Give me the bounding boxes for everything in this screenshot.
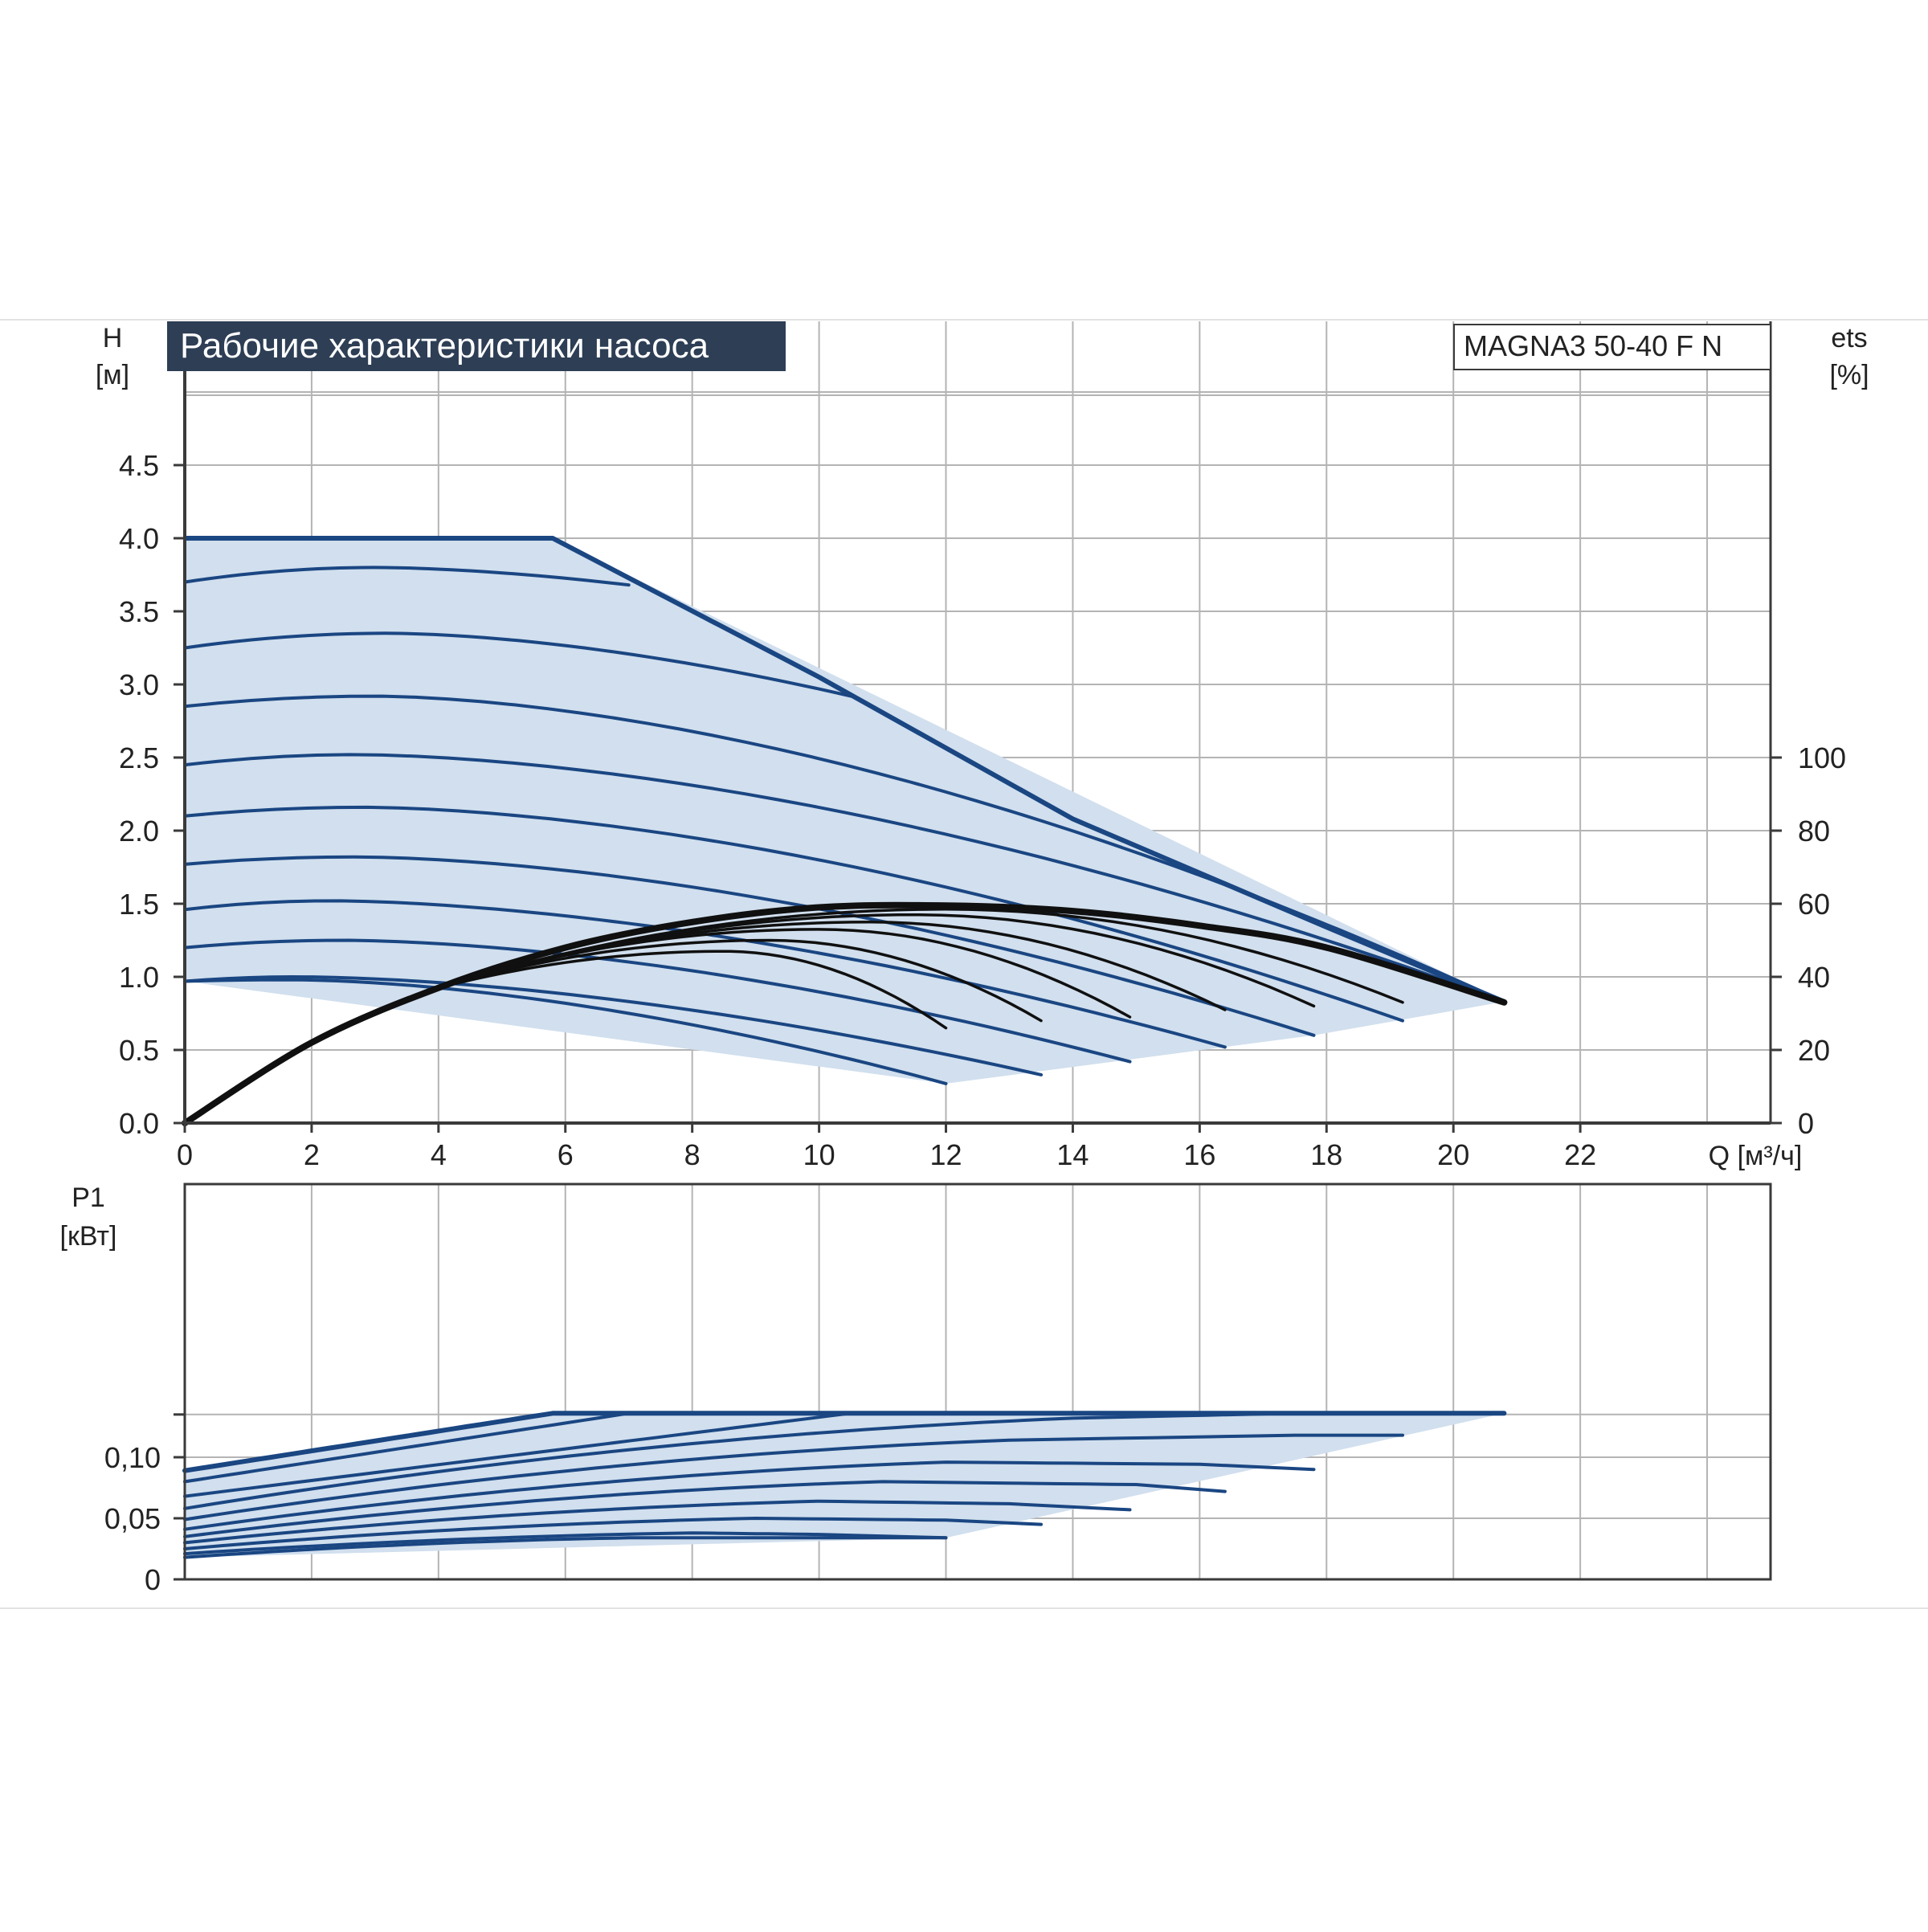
x-tick-label: 2 <box>304 1138 320 1171</box>
head-y-tick-label: 2.0 <box>119 815 159 848</box>
head-y-tick-label: 0.5 <box>119 1034 159 1067</box>
x-tick-label: 20 <box>1437 1138 1469 1171</box>
efficiency-axis-unit: [%] <box>1829 360 1869 390</box>
head-curve-4 <box>183 753 1506 1003</box>
power-curve-11 <box>183 1536 948 1559</box>
power-curve-10 <box>183 1531 948 1556</box>
power-envelope-area <box>185 1413 1505 1558</box>
head-y-tick-label: 0.0 <box>119 1107 159 1140</box>
x-tick-label: 6 <box>558 1138 574 1171</box>
power-curve-3 <box>183 1411 1506 1498</box>
x-tick-label: 8 <box>684 1138 701 1171</box>
power-curve-6 <box>183 1460 1316 1531</box>
x-tick-label: 10 <box>803 1138 835 1171</box>
plot-frames <box>183 321 1772 1581</box>
head-curve-1 <box>183 566 631 587</box>
efficiency-y-tick-label: 0 <box>1798 1107 1814 1140</box>
efficiency-axis-label: ets <box>1831 323 1867 353</box>
head-y-tick-label: 3.0 <box>119 668 159 701</box>
power-curve-9 <box>183 1517 1043 1550</box>
model-box <box>1453 324 1771 370</box>
efficiency-curve-1 <box>437 950 948 1030</box>
efficiency-y-tick-label: 100 <box>1798 741 1846 774</box>
efficiency-curves <box>182 901 1508 1126</box>
power-curve-5 <box>183 1433 1404 1522</box>
head-axis-unit: [м] <box>96 360 129 390</box>
x-tick-label: 16 <box>1183 1138 1215 1171</box>
efficiency-y-tick-label: 80 <box>1798 815 1830 848</box>
efficiency-curve-6 <box>437 908 1404 1004</box>
power-y-tick-label: 0,10 <box>104 1441 161 1474</box>
head-y-tick-label: 2.5 <box>119 741 159 774</box>
power-curves <box>182 1411 1507 1559</box>
head-y-tick-label: 4.5 <box>119 449 159 482</box>
head-curve-8 <box>183 938 1132 1064</box>
head-curve-2 <box>183 631 853 698</box>
flow-axis-label: Q [м³/ч] <box>1709 1141 1803 1171</box>
x-tick-label: 22 <box>1564 1138 1596 1171</box>
head-y-tick-label: 3.5 <box>119 595 159 628</box>
head-curve-6 <box>183 855 1316 1037</box>
x-tick-label: 18 <box>1310 1138 1342 1171</box>
head-max-curve <box>185 536 1505 1004</box>
power-y-tick-label: 0,05 <box>104 1502 161 1535</box>
model-label: MAGNA3 50-40 F N <box>1464 329 1722 362</box>
power-envelope <box>185 1413 1505 1558</box>
power-curve-1 <box>182 1411 1507 1473</box>
head-curve-5 <box>183 805 1404 1023</box>
head-y-tick-label: 1.0 <box>119 961 159 994</box>
power-frame <box>183 1182 1772 1581</box>
head-curve-9 <box>183 974 1043 1076</box>
chart-title: Рабочие характеристики насоса <box>180 326 709 366</box>
power-curve-2 <box>183 1411 1506 1484</box>
head-y-tick-label: 4.0 <box>119 522 159 555</box>
efficiency-curve-2 <box>437 938 1043 1023</box>
x-tick-label: 0 <box>177 1138 193 1171</box>
x-tick-label: 12 <box>929 1138 962 1171</box>
efficiency-max-curve <box>182 901 1508 1126</box>
head-axis-label: H <box>103 323 123 353</box>
tick-labels: 0 2 4 6 8 10 12 14 16 18 20 22 0.0 0.5 1.0 1.5 2.0 2.5 3.0… <box>104 449 1846 1596</box>
x-tick-label: 4 <box>431 1138 447 1171</box>
efficiency-y-tick-label: 40 <box>1798 961 1830 994</box>
power-curve-4 <box>183 1411 1506 1510</box>
x-tick-label: 14 <box>1056 1138 1089 1171</box>
efficiency-y-tick-label: 20 <box>1798 1034 1830 1067</box>
efficiency-y-tick-label: 60 <box>1798 888 1830 921</box>
head-curves <box>183 536 1506 1085</box>
power-axis-label: P1 <box>71 1182 105 1213</box>
power-curve-8 <box>183 1499 1132 1545</box>
title-banner <box>167 321 786 371</box>
head-curve-10 <box>183 978 948 1085</box>
power-curve-7 <box>183 1480 1227 1538</box>
power-axis-unit: [кВт] <box>60 1221 117 1252</box>
head-y-tick-label: 1.5 <box>119 888 159 921</box>
power-y-tick-label: 0 <box>145 1563 161 1596</box>
